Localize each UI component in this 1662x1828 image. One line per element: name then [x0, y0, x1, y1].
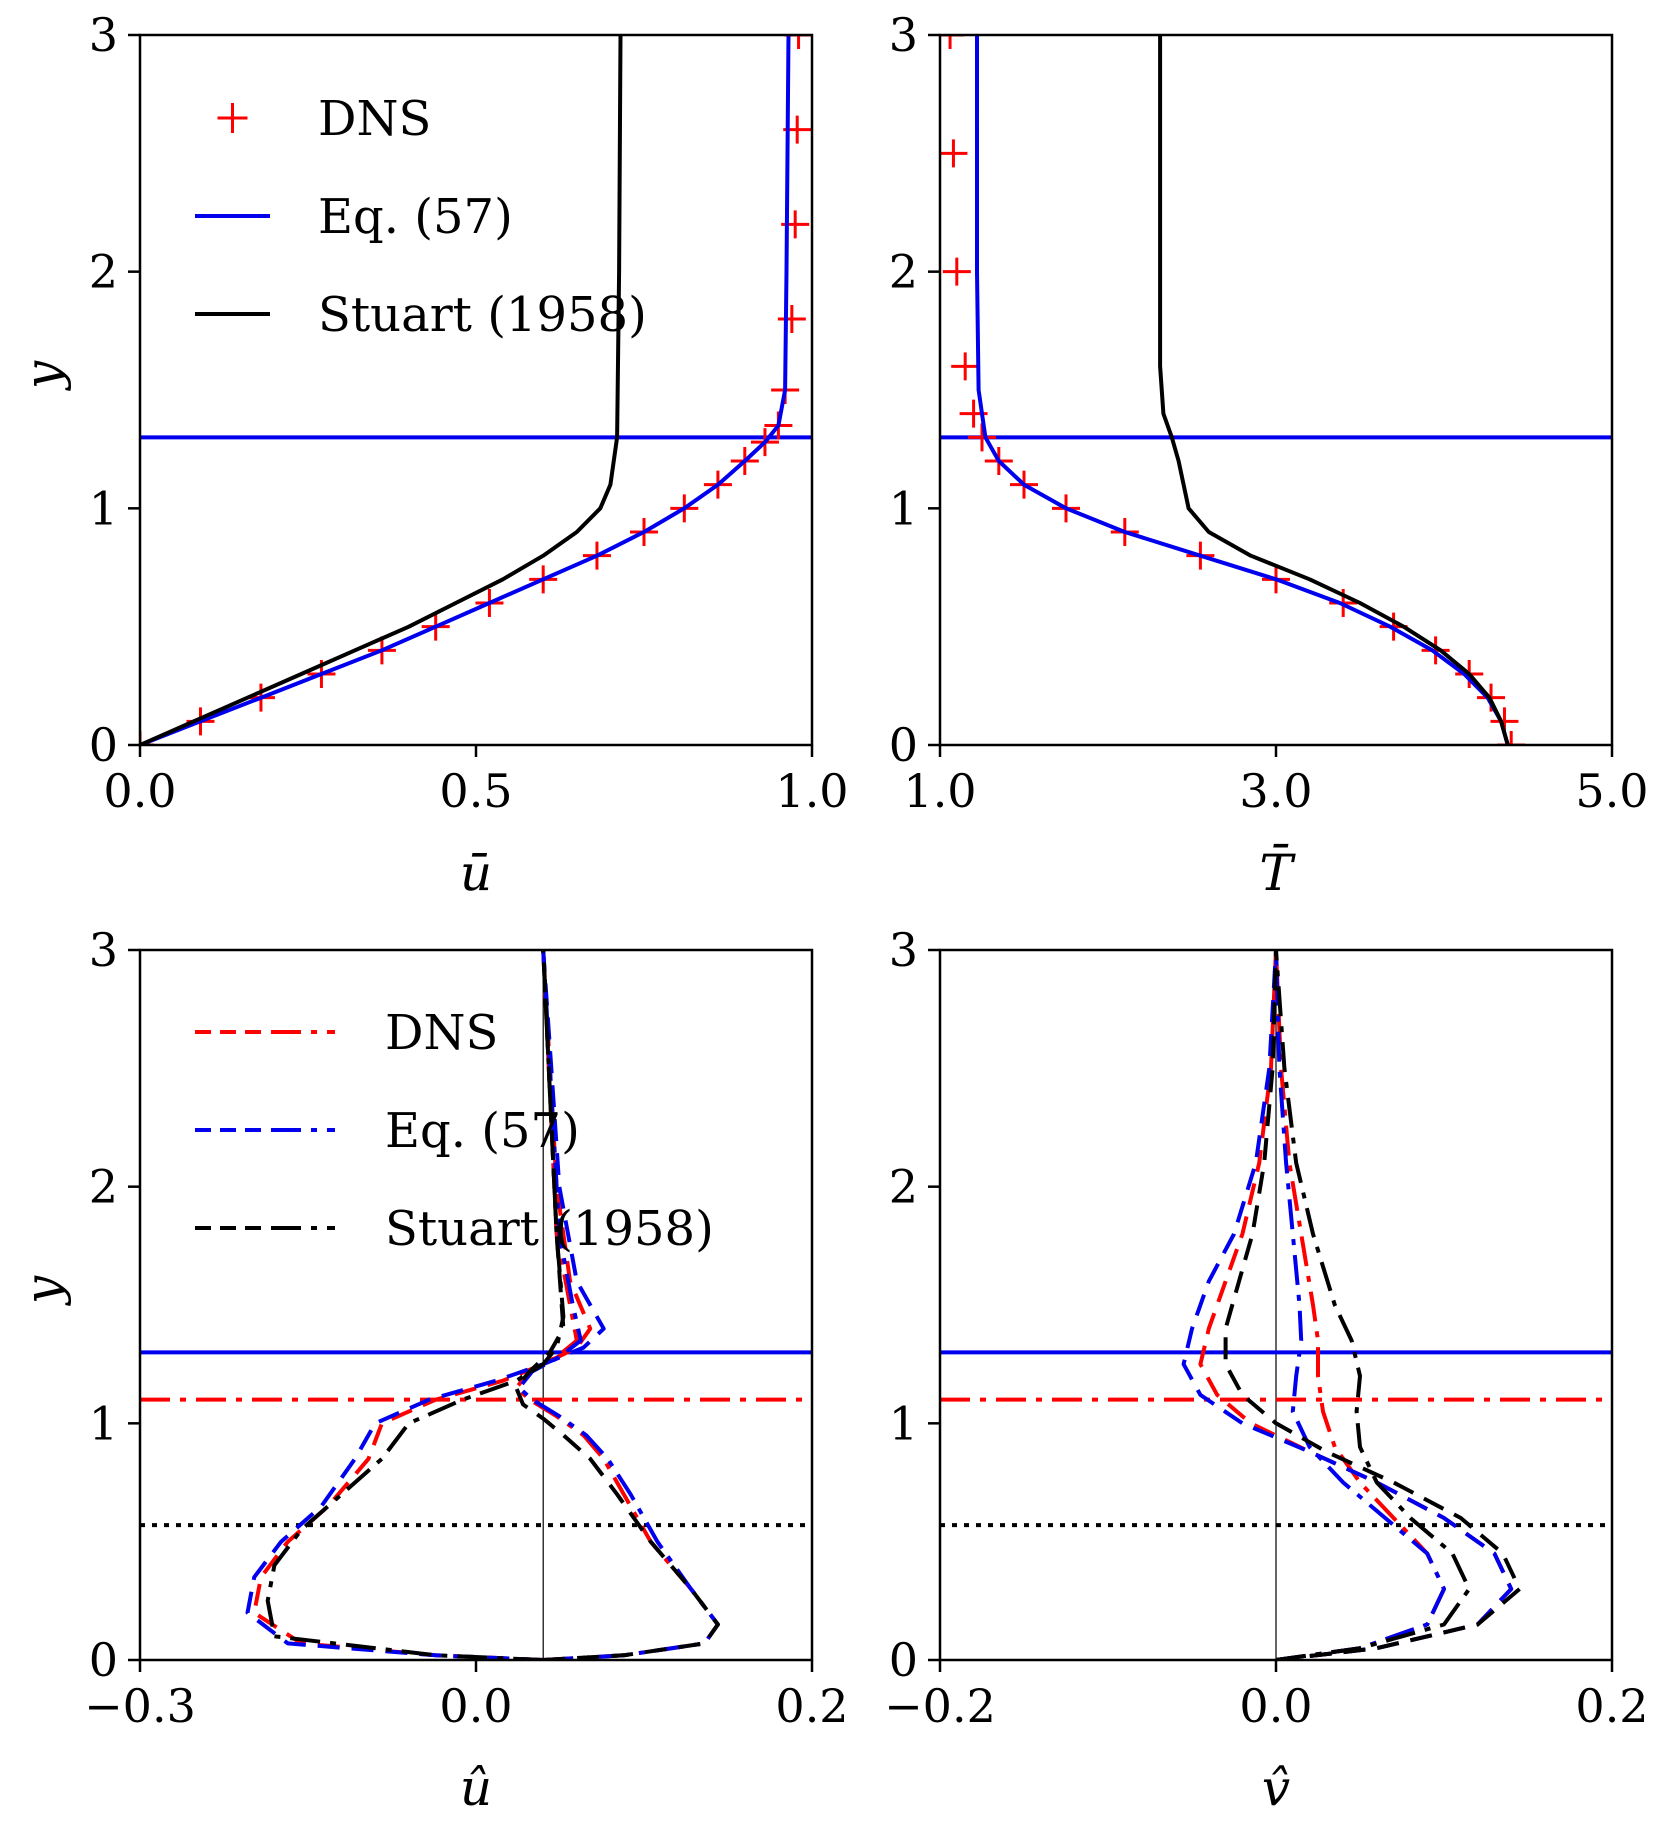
x-tick-label: 1.0 [903, 764, 976, 818]
legend-label: Eq. (57) [318, 189, 513, 245]
y-tick-label: 3 [889, 923, 918, 977]
x-tick-label: 0.0 [439, 1679, 512, 1733]
x-axis-label: û [460, 1759, 492, 1817]
y-tick-label: 2 [89, 1160, 118, 1214]
y-tick-label: 2 [889, 1160, 918, 1214]
series-eq-57 [140, 35, 791, 745]
dns-marker [1497, 731, 1526, 745]
legend: DNS Eq. (57) Stuart (1958) [195, 91, 647, 343]
series-dns-dashdot-imag [514, 950, 720, 1660]
y-tick-label: 1 [889, 1396, 918, 1450]
x-axis-label: v̂ [1262, 1759, 1290, 1817]
x-axis-label: ū [460, 844, 492, 902]
y-tick-label: 2 [889, 245, 918, 299]
y-axis-label: y [14, 360, 72, 391]
series-dns-dashed-real [1198, 950, 1514, 1660]
panel-top-left: 0.0 0.5 1.0 0 1 2 3 ū y DNS Eq. (57) Stuart (1958) [14, 8, 849, 902]
x-tick-label: 5.0 [1575, 764, 1648, 818]
panel-top-right: 1.0 3.0 5.0 0 1 2 3 T̄ [889, 8, 1649, 902]
series-dns-dashed-real [252, 950, 593, 1660]
series-stuart-1958 [1158, 35, 1510, 745]
y-tick-label: 1 [89, 481, 118, 535]
series-eq-57-dashed-real [245, 950, 606, 1660]
plot-area [140, 35, 812, 745]
x-tick-label: 0.0 [103, 764, 176, 818]
series-dns-dashdot-imag [1274, 950, 1446, 1660]
dns-marker [784, 35, 812, 49]
series-eq-57 [975, 35, 1510, 745]
legend-marker-plus [217, 103, 248, 133]
y-axis-label: y [14, 1275, 72, 1306]
plot-area [140, 950, 812, 1660]
y-tick-label: 3 [889, 8, 918, 62]
y-tick-label: 0 [89, 1633, 118, 1687]
panel-bottom-right: −0.2 0.0 0.2 0 1 2 3 v̂ [884, 923, 1648, 1817]
y-tick-label: 0 [889, 1633, 918, 1687]
legend: DNS Eq. (57) Stuart (1958) [195, 1005, 714, 1257]
axes-frame [138, 33, 814, 747]
legend-label: DNS [385, 1005, 498, 1061]
plot-area [940, 35, 1612, 745]
x-tick-label: 0.2 [1575, 1679, 1648, 1733]
x-tick-label: 0.0 [1239, 1679, 1312, 1733]
series-eq-57-dashed-real [1181, 950, 1514, 1660]
x-tick-label: 0.2 [775, 1679, 848, 1733]
y-tick-label: 0 [89, 718, 118, 772]
legend-label: Eq. (57) [385, 1103, 580, 1159]
x-axis-label: T̄ [1259, 843, 1296, 902]
y-tick-label: 2 [89, 245, 118, 299]
dns-marker [942, 257, 971, 286]
x-tick-label: 1.0 [775, 764, 848, 818]
series-eq-57-dashdot-imag [517, 950, 720, 1660]
legend-label: Stuart (1958) [385, 1201, 714, 1257]
series-stuart-1958-dashed-real [1223, 950, 1522, 1660]
y-tick-label: 1 [89, 1396, 118, 1450]
y-tick-label: 1 [889, 481, 918, 535]
series-stuart-1958-dashdot-imag [265, 950, 566, 1660]
dns-marker [940, 35, 965, 49]
legend-label: Stuart (1958) [318, 287, 647, 343]
y-tick-label: 0 [889, 718, 918, 772]
series-eq-57-dashdot-imag [1274, 950, 1446, 1660]
dns-marker [951, 352, 980, 381]
panel-bottom-left: −0.3 0.0 0.2 0 1 2 3 û y DNS Eq. (57) Stuart (1958) [14, 923, 849, 1817]
legend-label: DNS [318, 91, 431, 147]
dns-marker [777, 305, 806, 333]
y-tick-label: 3 [89, 8, 118, 62]
dns-marker [940, 139, 968, 168]
x-tick-label: 3.0 [1239, 764, 1312, 818]
y-tick-label: 3 [89, 923, 118, 977]
series-stuart-1958 [140, 35, 623, 745]
plot-area [940, 950, 1612, 1660]
series-stuart-1958-dashdot-imag [1274, 950, 1472, 1660]
x-tick-label: 0.5 [439, 764, 512, 818]
axes-frame [938, 33, 1614, 747]
series-dns [140, 35, 812, 745]
dns-marker [968, 423, 996, 452]
x-tick-label: −0.3 [84, 1679, 196, 1733]
x-tick-label: −0.2 [884, 1679, 996, 1733]
